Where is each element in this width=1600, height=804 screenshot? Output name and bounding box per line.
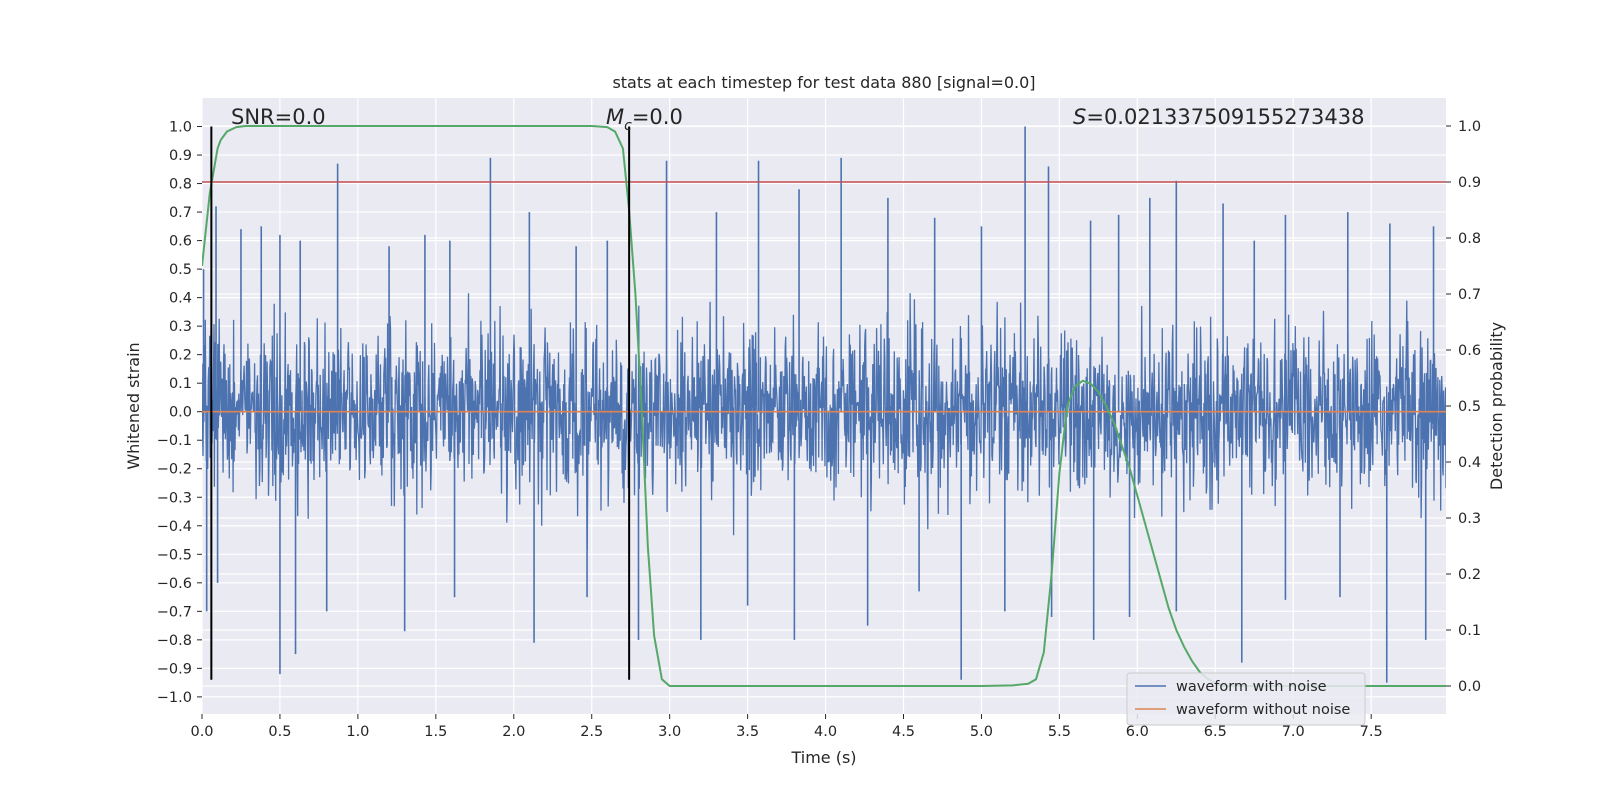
- y-tick-label-left: 0.9: [169, 148, 192, 164]
- legend-box: [1126, 672, 1366, 726]
- x-tick-label: 1.5: [424, 724, 447, 740]
- y-tick-label-right: 0.6: [1458, 343, 1481, 359]
- x-tick-label: 7.0: [1282, 724, 1305, 740]
- axis-ticks: 0.0 0.5 1.0 1.5 2.0 2.5 3.0 3.5 4.0 4.5 5.0 5.5 6.0 6…: [157, 119, 1481, 740]
- x-tick-label: 5.0: [970, 724, 993, 740]
- y-tick-label-right: 0.2: [1458, 567, 1481, 583]
- y-tick-label-right: 0.0: [1458, 679, 1481, 695]
- chart-title: stats at each timestep for test data 880…: [612, 73, 1035, 92]
- x-tick-label: 6.0: [1126, 724, 1149, 740]
- x-axis-label: Time (s): [790, 748, 856, 767]
- s-annotation: S=0.021337509155273438: [1073, 105, 1364, 129]
- s-symbol: S: [1073, 105, 1086, 129]
- y-tick-label-left: 0.0: [169, 405, 192, 421]
- y-axis-label-right: Detection probability: [1487, 322, 1506, 490]
- y-tick-label-left: 0.8: [169, 177, 192, 193]
- s-value: =0.021337509155273438: [1086, 105, 1364, 129]
- x-tick-label: 3.0: [658, 724, 681, 740]
- y-tick-label-left: −0.6: [157, 576, 192, 592]
- y-tick-label-left: −0.8: [157, 633, 192, 649]
- y-tick-label-left: −0.4: [157, 519, 192, 535]
- vertical-markers: [210, 126, 631, 680]
- y-tick-label-right: 0.1: [1458, 623, 1481, 639]
- y-tick-label-left: −1.0: [157, 690, 192, 706]
- series-layer: [202, 125, 1446, 687]
- y-tick-label-left: 0.3: [169, 319, 192, 335]
- noise-waveform-line: [202, 293, 1446, 550]
- x-tick-label: 4.5: [892, 724, 915, 740]
- y-tick-label-right: 1.0: [1458, 119, 1481, 135]
- y-tick-label-left: 0.5: [169, 262, 192, 278]
- x-tick-label: 5.5: [1048, 724, 1071, 740]
- y-tick-label-right: 0.3: [1458, 511, 1481, 527]
- mc-symbol: M: [606, 105, 624, 129]
- y-tick-label-left: −0.1: [157, 433, 192, 449]
- y-tick-label-left: 0.7: [169, 205, 192, 221]
- mc-subscript: c: [624, 118, 632, 134]
- y-tick-label-left: −0.5: [157, 547, 192, 563]
- y-tick-label-left: 0.6: [169, 234, 192, 250]
- x-tick-label: 2.0: [502, 724, 525, 740]
- mc-annotation: Mc=0.0: [606, 105, 683, 134]
- x-tick-label: 3.5: [736, 724, 759, 740]
- y-tick-label-left: −0.7: [157, 604, 192, 620]
- x-tick-label: 2.5: [580, 724, 603, 740]
- y-tick-label-left: 0.2: [169, 348, 192, 364]
- snr-annotation: SNR=0.0: [231, 105, 326, 129]
- x-tick-label: 6.5: [1204, 724, 1227, 740]
- y-tick-label-right: 0.7: [1458, 287, 1481, 303]
- x-tick-label: 1.0: [346, 724, 369, 740]
- x-tick-label: 7.5: [1360, 724, 1383, 740]
- y-tick-label-left: −0.9: [157, 661, 192, 677]
- y-tick-label-left: 0.4: [169, 291, 192, 307]
- x-tick-label: 0.0: [190, 724, 213, 740]
- x-tick-label: 4.0: [814, 724, 837, 740]
- y-tick-label-left: −0.3: [157, 490, 192, 506]
- x-tick-label: 0.5: [268, 724, 291, 740]
- mc-value: =0.0: [632, 105, 683, 129]
- legend: waveform with noise waveform without noi…: [1126, 672, 1366, 726]
- y-tick-label-right: 0.5: [1458, 399, 1481, 415]
- y-tick-label-right: 0.8: [1458, 231, 1481, 247]
- y-tick-label-right: 0.9: [1458, 175, 1481, 191]
- y-axis-label-left: Whitened strain: [124, 342, 143, 469]
- y-tick-label-left: 1.0: [169, 120, 192, 136]
- y-tick-label-left: 0.1: [169, 376, 192, 392]
- legend-entry-noise: waveform with noise: [1176, 679, 1327, 695]
- y-tick-label-right: 0.4: [1458, 455, 1481, 471]
- y-tick-label-left: −0.2: [157, 462, 192, 478]
- legend-entry-clean: waveform without noise: [1176, 702, 1350, 718]
- detection-probability-line: [202, 125, 1446, 687]
